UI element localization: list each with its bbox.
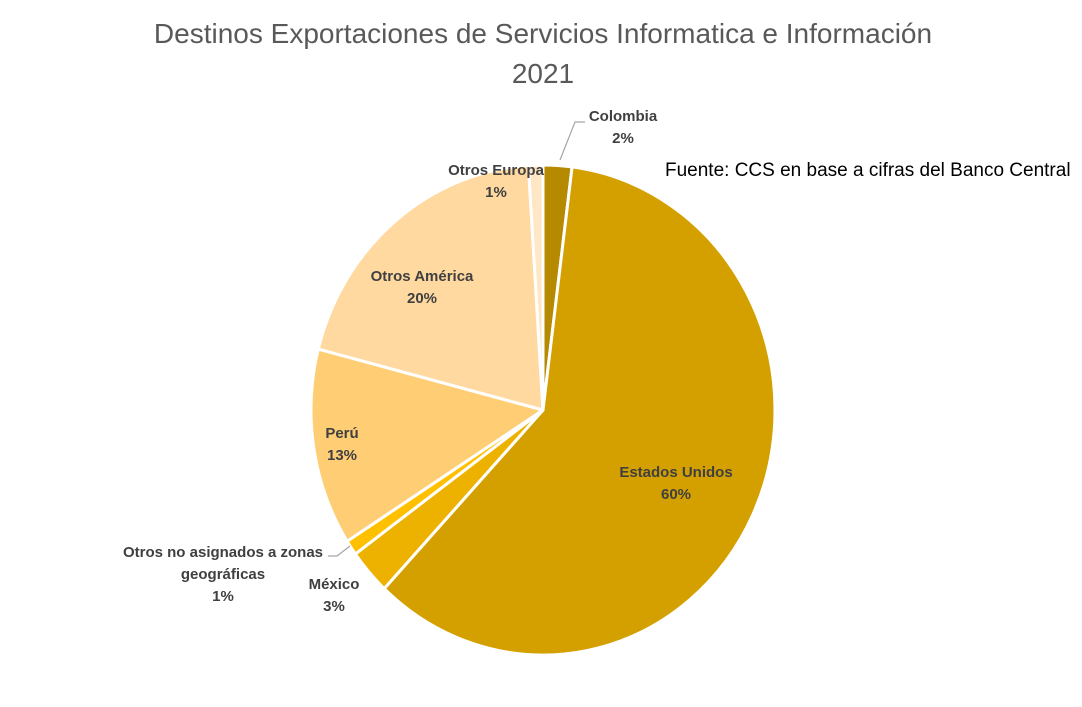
label-pct: 13% [326,447,358,464]
label-text: Otros América [370,268,474,285]
pie-slice-otros-america [316,163,545,412]
pie-slice-otros-europa [526,163,545,412]
label-pct: 3% [323,598,345,615]
data-label-otros-america: Otros América 20% [371,266,474,310]
leader-line-otros-no-asignados [328,545,351,557]
label-pct: 2% [612,130,634,147]
label-pct: 1% [212,588,234,605]
label-text: Colombia [588,108,658,125]
data-label-colombia: Colombia 2% [589,106,657,150]
label-pct: 1% [485,184,507,201]
pie-slice-peru [309,347,545,543]
label-pct: 60% [660,486,692,503]
label-pct: 20% [406,290,438,307]
data-label-mexico: México 3% [309,574,360,618]
label-text: Otros Europa [448,162,544,179]
label-text: Otros no asignados a zonas geográficas [122,544,324,583]
data-label-otros-no-asignados: Otros no asignados a zonas geográficas 1… [113,542,333,608]
data-label-peru: Perú 13% [325,423,358,467]
label-text: Perú [325,425,359,442]
leader-line-colombia [559,121,585,161]
source-note: Fuente: CCS en base a cifras del Banco C… [665,160,1071,181]
label-text: Estados Unidos [619,464,733,481]
data-label-otros-europa: Otros Europa 1% [448,160,544,204]
pie-slice-estados-unidos [382,165,777,657]
label-text: México [308,576,360,593]
chart-subtitle: 2021 [511,58,575,89]
data-label-estados-unidos: Estados Unidos 60% [619,462,732,506]
chart-title: Destinos Exportaciones de Servicios Info… [153,18,933,49]
